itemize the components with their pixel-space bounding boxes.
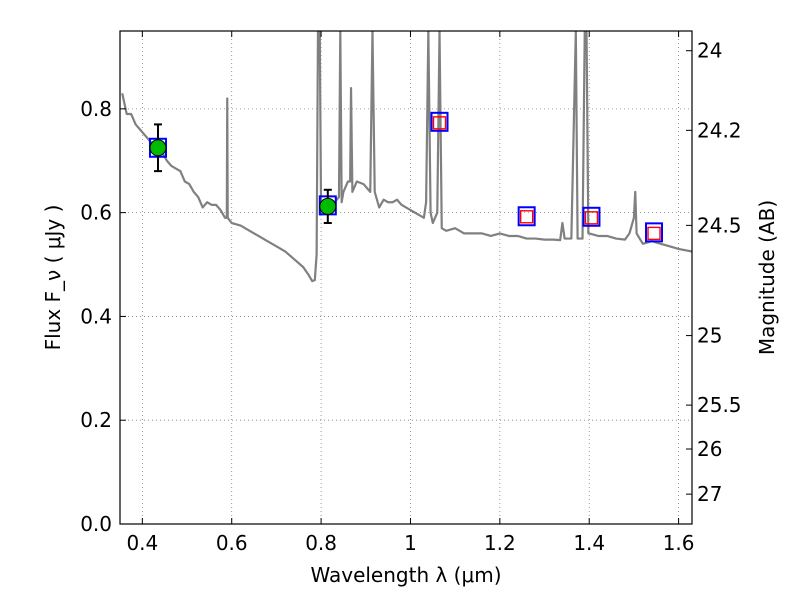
right-tick-label: 24.2 [697, 118, 742, 142]
right-axis-label: Magnitude (AB) [755, 200, 779, 355]
right-tick-label: 25.5 [697, 393, 742, 417]
axis-ticks: 0.4 0.6 0.8 1 1.2 1.4 1.6 0.0 0.2 0.4 0.6 0.8 24 24.2… [80, 31, 742, 555]
x-axis-label: Wavelength λ (μm) [310, 563, 501, 587]
x-tick-label: 0.8 [305, 531, 337, 555]
model-photometry-box [645, 222, 664, 243]
right-tick-label: 25 [697, 324, 722, 348]
right-tick-label: 24.5 [697, 213, 742, 237]
right-tick-label: 27 [697, 482, 722, 506]
grid-lines [120, 31, 692, 525]
x-tick-label: 1.6 [663, 531, 695, 555]
y-tick-label: 0.2 [80, 408, 112, 432]
model-photometry-box [582, 206, 601, 227]
x-tick-label: 1.2 [484, 531, 516, 555]
x-tick-label: 1.4 [573, 531, 605, 555]
model-spectrum-line [121, 31, 692, 283]
x-tick-label: 0.6 [216, 531, 248, 555]
y-tick-label: 0.8 [80, 97, 112, 121]
plot-frame [119, 30, 693, 525]
x-tick-label: 1 [404, 531, 417, 555]
x-tick-label: 0.4 [126, 531, 158, 555]
observed-photometry-point [319, 197, 337, 215]
y-tick-label: 0.4 [80, 304, 112, 328]
observed-photometry-point [149, 139, 167, 157]
model-photometry-box [430, 111, 449, 132]
y-axis-label: Flux F_ν ( μJy ) [41, 205, 65, 351]
predicted-photometry-box [519, 210, 534, 224]
model-spectrum-layer [121, 31, 692, 283]
y-tick-label: 0.0 [80, 512, 112, 536]
model-photometry-box [517, 206, 536, 227]
predicted-photometry-box [584, 211, 599, 225]
photometry-markers [148, 111, 664, 243]
right-tick-label: 26 [697, 437, 722, 461]
y-tick-label: 0.6 [80, 201, 112, 225]
predicted-photometry-box [432, 116, 447, 130]
right-tick-label: 24 [697, 39, 722, 63]
predicted-photometry-box [647, 226, 661, 241]
